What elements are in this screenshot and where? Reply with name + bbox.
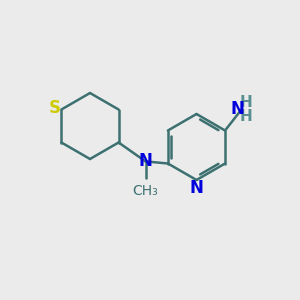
Text: CH₃: CH₃ [133, 184, 158, 198]
Text: H: H [240, 109, 252, 124]
Text: N: N [139, 152, 152, 170]
Text: S: S [49, 99, 61, 117]
Text: N: N [231, 100, 245, 118]
Text: N: N [190, 179, 203, 197]
Text: H: H [240, 95, 252, 110]
